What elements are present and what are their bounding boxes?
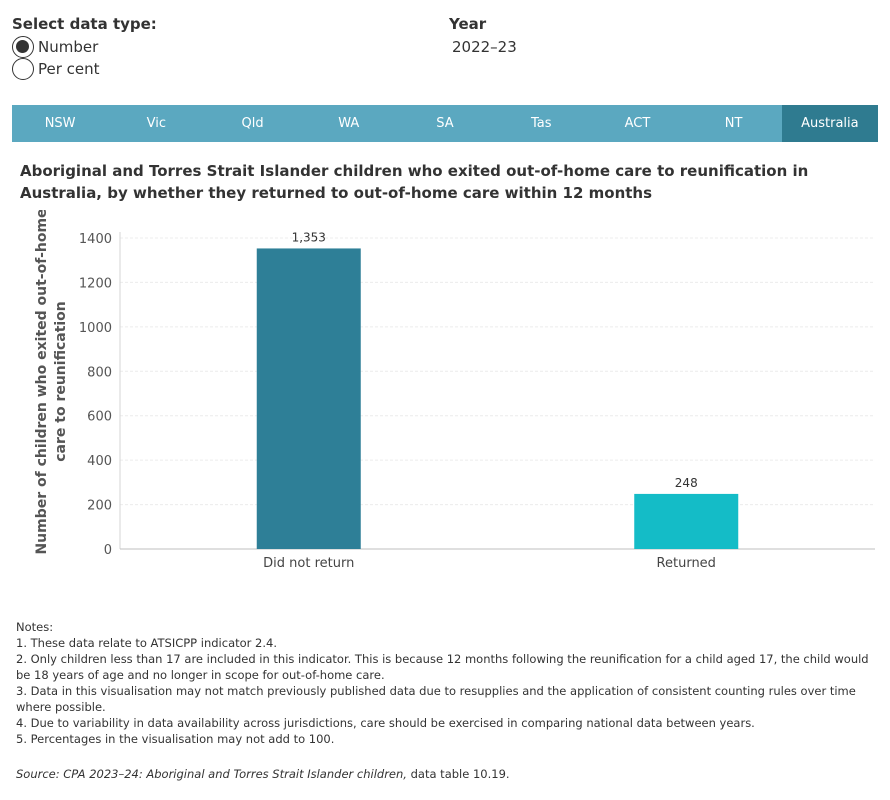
y-tick-label: 600 xyxy=(87,410,112,425)
radio-number-label: Number xyxy=(38,38,99,56)
data-type-title: Select data type: xyxy=(12,15,157,33)
y-tick-label: 400 xyxy=(87,454,112,469)
tab-act[interactable]: ACT xyxy=(624,116,651,131)
year-value[interactable]: 2022–23 xyxy=(452,38,517,56)
note-item: 4. Due to variability in data availabili… xyxy=(16,716,755,730)
radio-per-cent[interactable]: Per cent xyxy=(12,58,100,80)
source: Source: CPA 2023–24: Aboriginal and Torr… xyxy=(16,767,510,781)
x-tick-label: Returned xyxy=(657,556,716,571)
notes-title: Notes: xyxy=(16,620,54,634)
data-label: 248 xyxy=(675,476,698,490)
tab-wa[interactable]: WA xyxy=(338,116,360,131)
tab-australia[interactable]: Australia xyxy=(781,105,878,142)
radio-per-cent-button[interactable] xyxy=(12,58,34,80)
tab-nsw[interactable]: NSW xyxy=(44,116,76,131)
y-tick-label: 1000 xyxy=(79,321,112,336)
bar xyxy=(256,248,361,549)
tab-sa[interactable]: SA xyxy=(436,116,454,131)
source-prefix: Source: CPA 2023–24: Aboriginal and Torr… xyxy=(16,767,407,781)
source-suffix: data table 10.19. xyxy=(406,767,510,781)
y-tick-label: 1400 xyxy=(79,232,112,247)
jurisdiction-tabs: NSW Vic Qld WA SA Tas ACT NT Australia xyxy=(12,105,878,142)
chart-title: Aboriginal and Torres Strait Islander ch… xyxy=(20,162,809,202)
tab-tas[interactable]: Tas xyxy=(530,116,552,131)
x-tick-label: Did not return xyxy=(263,556,354,571)
bar-chart: 0 200 400 600 800 1000 1200 1400 Number of child… xyxy=(34,210,875,571)
year-title: Year xyxy=(449,15,487,33)
tab-vic[interactable]: Vic xyxy=(146,116,167,131)
note-item: 5. Percentages in the visualisation may … xyxy=(16,732,335,746)
y-tick-label: 1200 xyxy=(79,276,112,291)
tab-nt[interactable]: NT xyxy=(724,116,743,131)
radio-number-button[interactable] xyxy=(12,36,34,58)
radio-number[interactable]: Number xyxy=(12,36,98,58)
note-item: 1. These data relate to ATSICPP indicato… xyxy=(16,636,277,650)
y-tick-label: 200 xyxy=(87,499,112,514)
y-axis-title: Number of children who exited out-of-hom… xyxy=(34,210,69,555)
note-item: 2. Only children less than 17 are includ… xyxy=(16,652,869,682)
bar xyxy=(634,493,739,549)
tab-qld[interactable]: Qld xyxy=(241,116,264,131)
y-tick-label: 800 xyxy=(87,365,112,380)
y-tick-label: 0 xyxy=(104,543,112,558)
data-label: 1,353 xyxy=(292,230,326,244)
radio-per-cent-label: Per cent xyxy=(38,60,100,78)
note-item: 3. Data in this visualisation may not ma… xyxy=(16,684,856,714)
notes: Notes: 1. These data relate to ATSICPP i… xyxy=(16,619,880,747)
